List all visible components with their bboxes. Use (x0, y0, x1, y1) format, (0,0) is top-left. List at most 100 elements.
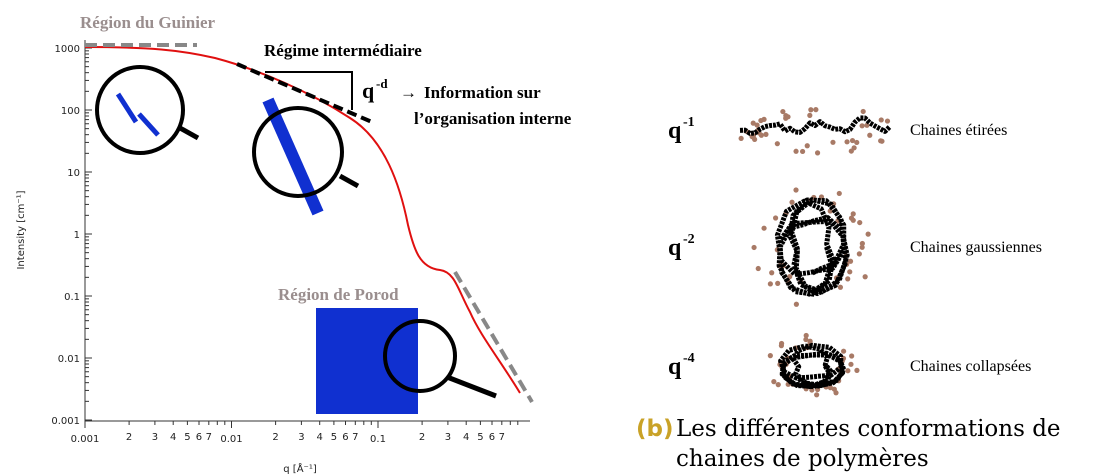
magnifier-handle (178, 125, 200, 141)
x-minor-tick-label: 5 (477, 432, 483, 443)
polymer-chain (778, 342, 847, 390)
x-minor-tick-label: 5 (331, 432, 337, 443)
x-minor-tick-label: 2 (126, 432, 132, 443)
monomer-dot (793, 301, 799, 307)
monomer-dot (803, 332, 809, 339)
exponent: -2 (683, 232, 695, 247)
caption-tag: (b) (636, 416, 674, 442)
x-minor-tick-label: 7 (499, 432, 505, 443)
x-minor-tick-label: 4 (463, 432, 469, 443)
monomer-dot (879, 138, 885, 144)
monomer-dot (850, 211, 856, 217)
monomer-dot (865, 231, 871, 237)
monomer-dot (859, 123, 865, 129)
rod (115, 92, 139, 124)
magnifier (383, 319, 457, 393)
conformation-label: Chaines étirées (910, 122, 1007, 139)
exponent: -4 (683, 351, 695, 366)
magnifier-handle (446, 374, 497, 399)
x-minor-tick-label: 7 (206, 432, 212, 443)
monomer-dot (854, 139, 860, 146)
monomer-dot (803, 336, 809, 343)
monomer-dot (767, 353, 773, 359)
caption: chaines de polymères (676, 446, 929, 472)
monomer-dot (738, 135, 744, 142)
porod-line (453, 270, 534, 404)
x-minor-tick-label: 3 (298, 432, 304, 443)
monomer-dot (799, 148, 806, 155)
monomer-dot (867, 132, 873, 138)
monomer-dot (814, 150, 821, 156)
monomer-dot (761, 225, 767, 231)
slope-exponent: -d (376, 76, 388, 91)
slope-label: q (362, 78, 375, 103)
monomer-dot (772, 215, 779, 221)
x-minor-tick-label: 5 (184, 432, 190, 443)
monomer-dot (884, 118, 891, 124)
monomer-dot (783, 113, 789, 119)
porod-label: Région de Porod (278, 285, 399, 304)
x-minor-tick-label: 4 (317, 432, 323, 443)
magnifier (252, 106, 344, 198)
monomer-dot (827, 384, 833, 391)
monomer-dot (850, 217, 856, 223)
monomer-dot (804, 143, 810, 149)
monomer-dot (775, 382, 781, 388)
monomer-dot (847, 258, 854, 264)
curve (84, 46, 521, 394)
monomer-dot (837, 284, 844, 290)
monomer-dot (841, 348, 847, 354)
power: q (668, 354, 682, 380)
monomer-dot (793, 148, 799, 154)
x-minor-tick-label: 3 (152, 432, 158, 443)
x-minor-tick-label: 2 (272, 432, 278, 443)
monomer-dot (854, 367, 860, 373)
monomer-dot (754, 122, 760, 128)
monomer-dot (778, 343, 784, 349)
monomer-dot (864, 122, 870, 128)
conformation-label: Chaines gaussiennes (910, 239, 1042, 256)
monomer-dot (859, 244, 865, 250)
monomer-dot (793, 187, 799, 193)
x-tick-label: 0.001 (71, 434, 100, 445)
y-axis-label: Intensity [cm⁻¹] (16, 190, 27, 269)
monomer-dot (769, 270, 775, 276)
polymer-chain (774, 197, 850, 297)
monomer-dot (833, 390, 839, 396)
monomer-dot (761, 116, 767, 122)
info-label: l’organisation interne (414, 109, 572, 128)
monomer-dot (848, 361, 854, 367)
slope-line (236, 62, 373, 124)
x-axis-label: q [Å⁻¹] (283, 462, 317, 475)
monomer-dot (814, 392, 820, 398)
intermediate-label: Régime intermédiaire (264, 41, 422, 60)
monomer-dot (763, 131, 769, 137)
x-minor-tick-label: 7 (352, 432, 358, 443)
magnifier-fill (420, 321, 455, 391)
y-tick-label: 0.01 (58, 354, 80, 365)
monomer-dot (808, 107, 814, 113)
monomer-dot (789, 199, 795, 205)
monomer-dot (844, 139, 850, 145)
polymer-chain (739, 115, 892, 136)
monomer-dot (767, 281, 773, 287)
x-minor-tick-label: 6 (196, 432, 202, 443)
power: q (668, 118, 682, 144)
monomer-dot (755, 265, 761, 272)
monomer-dot (862, 274, 868, 280)
guinier-label: Région du Guinier (80, 13, 216, 32)
magnifier-handle (338, 173, 360, 189)
slope-triangle (265, 71, 353, 110)
x-minor-tick-label: 2 (419, 432, 425, 443)
monomer-dot (847, 269, 853, 275)
y-tick-label: 1000 (55, 44, 80, 55)
x-minor-tick-label: 4 (170, 432, 176, 443)
monomer-dot (856, 251, 862, 257)
monomer-dot (857, 219, 863, 226)
monomer-dot (771, 379, 777, 385)
y-tick-label: 1 (74, 230, 80, 241)
y-tick-label: 10 (67, 168, 80, 179)
